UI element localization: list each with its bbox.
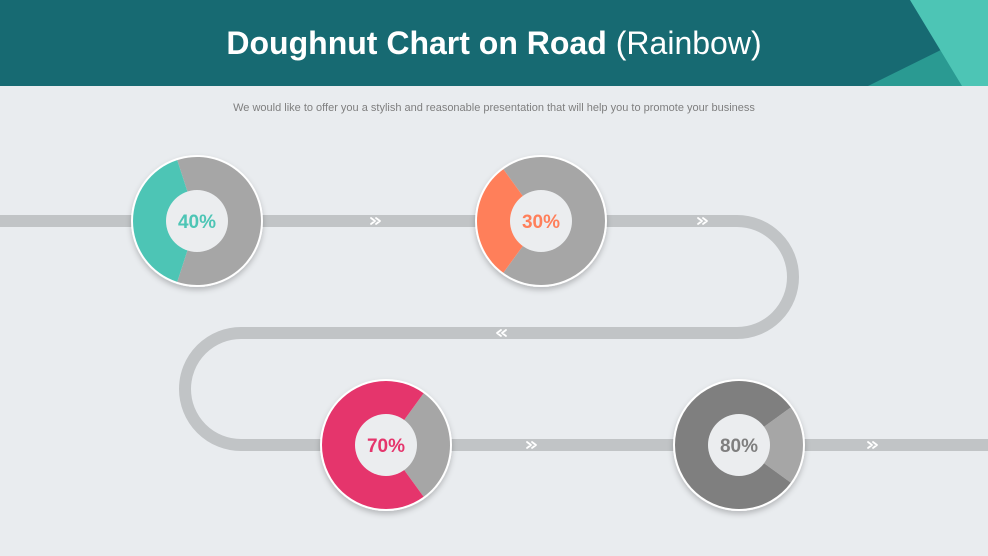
donut-value-slice bbox=[133, 160, 197, 282]
road-arrow-icon bbox=[370, 217, 381, 225]
donut-value-label: 80% bbox=[720, 436, 758, 457]
donut-chart: 30% bbox=[475, 155, 607, 287]
header-banner: Doughnut Chart on Road (Rainbow) bbox=[0, 0, 988, 86]
donut-hole bbox=[708, 414, 770, 476]
header-decoration bbox=[868, 0, 988, 86]
page-title: Doughnut Chart on Road (Rainbow) bbox=[0, 0, 988, 86]
road-arrow-icon bbox=[697, 217, 708, 225]
road-arrow-icon bbox=[496, 329, 507, 337]
donut-value-label: 70% bbox=[367, 436, 405, 457]
road-arrow-icon bbox=[867, 441, 878, 449]
donut-chart: 70% bbox=[320, 379, 452, 511]
title-light: (Rainbow) bbox=[615, 24, 762, 61]
road-arrows bbox=[370, 217, 878, 449]
donut-value-slice bbox=[476, 169, 541, 273]
donut-remainder-slice bbox=[739, 407, 803, 483]
donut-value-label: 30% bbox=[522, 212, 560, 233]
donut-hole bbox=[355, 414, 417, 476]
donut-remainder-slice bbox=[386, 393, 451, 497]
donut-hole bbox=[166, 190, 228, 252]
donut-hole bbox=[510, 190, 572, 252]
donut-chart: 80% bbox=[673, 379, 805, 511]
title-bold: Doughnut Chart on Road bbox=[226, 24, 607, 61]
donut-chart: 40% bbox=[131, 155, 263, 287]
road-path bbox=[0, 215, 988, 451]
donut-value-label: 40% bbox=[178, 212, 216, 233]
donut-group: 40% 30% 70% 80% bbox=[131, 155, 805, 511]
subtitle: We would like to offer you a stylish and… bbox=[233, 102, 755, 114]
header-accent-teal bbox=[910, 0, 988, 86]
road-arrow-icon bbox=[526, 441, 537, 449]
